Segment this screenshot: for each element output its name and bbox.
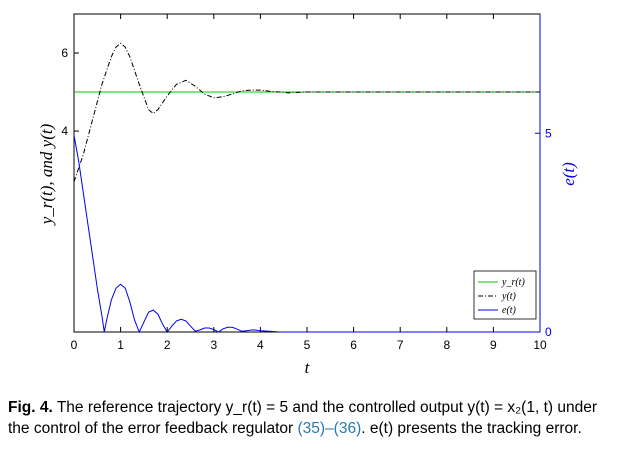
plot-frame (73, 13, 541, 333)
y-axis-right-label: e(t) (559, 162, 578, 186)
x-tick-label-2: 2 (164, 338, 171, 352)
legend-box (473, 270, 537, 320)
series-line-1 (73, 42, 540, 182)
chart: 0 1 2 3 4 5 6 7 8 9 10 4 6 0 5 t y_r(t), and y(t) e(t)… (37, 13, 578, 377)
series-line-2 (73, 135, 540, 334)
x-tick-label-5: 5 (304, 338, 311, 352)
caption-text-before: The reference trajectory y_r(t) = 5 and … (8, 399, 597, 437)
legend-label-y: y(t) (501, 291, 517, 302)
series-layer (73, 42, 540, 334)
x-tick-label-8: 8 (443, 338, 450, 352)
plot-area (73, 13, 541, 333)
legend: y_r(t) y(t) e(t) (473, 270, 537, 320)
caption-label: Fig. 4. (8, 399, 53, 416)
x-tick-label-9: 9 (490, 338, 497, 352)
y-right-tick-label-1: 5 (545, 126, 552, 140)
x-tick-label-10: 10 (533, 338, 547, 352)
figure-caption: Fig. 4. The reference trajectory y_r(t) … (8, 397, 608, 439)
y-right-tick-label-0: 0 (545, 325, 552, 339)
x-tick-label-4: 4 (257, 338, 264, 352)
x-axis-label: t (305, 358, 311, 377)
x-tick-label-3: 3 (210, 338, 217, 352)
x-tick-label-7: 7 (397, 338, 404, 352)
y-axis-left-label: y_r(t), and y(t) (37, 123, 56, 226)
legend-label-e: e(t) (502, 305, 517, 316)
x-tick-label-0: 0 (71, 338, 78, 352)
x-tick-label-6: 6 (350, 338, 357, 352)
y-left-tick-label-1: 6 (61, 46, 68, 60)
legend-label-yr: y_r(t) (501, 277, 525, 288)
caption-equation-refs[interactable]: (35)–(36) (297, 420, 362, 437)
ticks-layer: 0 1 2 3 4 5 6 7 8 9 10 4 6 0 5 (61, 14, 552, 352)
x-tick-label-1: 1 (117, 338, 124, 352)
caption-text-after: . e(t) presents the tracking error. (361, 420, 582, 437)
y-left-tick-label-0: 4 (61, 124, 68, 138)
